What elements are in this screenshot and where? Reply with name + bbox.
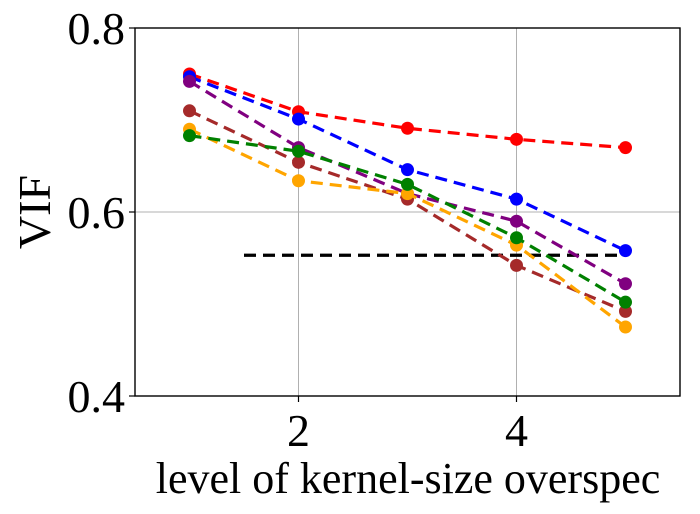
data-point-purple xyxy=(619,277,632,291)
data-point-orange xyxy=(619,320,632,334)
data-point-purple xyxy=(510,214,523,228)
data-point-orange xyxy=(292,174,305,188)
data-point-blue xyxy=(292,112,305,126)
data-point-green xyxy=(401,177,414,191)
series-line-brown xyxy=(188,109,627,313)
x-tick-label: 2 xyxy=(287,405,310,456)
data-point-green xyxy=(619,295,632,309)
data-point-brown xyxy=(510,258,523,272)
series-line-purple xyxy=(188,79,627,286)
x-axis-label: level of kernel-size overspec xyxy=(156,454,661,503)
series-layer xyxy=(183,67,632,334)
y-tick-label: 0.4 xyxy=(68,371,126,422)
y-tick-label: 0.6 xyxy=(68,187,126,238)
series-line-green xyxy=(189,134,627,304)
series-orange xyxy=(183,122,632,334)
data-point-purple xyxy=(183,74,196,88)
series-brown xyxy=(183,104,632,318)
series-line-orange xyxy=(188,127,627,329)
y-axis-label: VIF xyxy=(9,175,60,249)
data-point-green xyxy=(183,129,196,143)
data-point-blue xyxy=(401,163,414,177)
data-point-brown xyxy=(619,304,632,318)
x-tick-label: 4 xyxy=(505,405,528,456)
data-point-brown xyxy=(183,104,196,118)
tick-layer: 2 4 0.4 0.6 0.8 xyxy=(68,3,529,456)
data-point-green xyxy=(292,144,305,158)
series-red xyxy=(183,67,632,155)
data-point-red xyxy=(510,132,523,146)
data-point-blue xyxy=(510,192,523,206)
data-point-red xyxy=(619,141,632,155)
y-tick-label: 0.8 xyxy=(68,3,126,54)
data-point-brown xyxy=(292,155,305,169)
data-point-orange xyxy=(401,187,414,201)
series-green xyxy=(183,129,632,309)
data-point-green xyxy=(510,231,523,245)
data-point-red xyxy=(401,121,414,135)
data-point-blue xyxy=(619,244,632,258)
series-line-red xyxy=(188,72,626,150)
series-blue xyxy=(183,70,632,258)
